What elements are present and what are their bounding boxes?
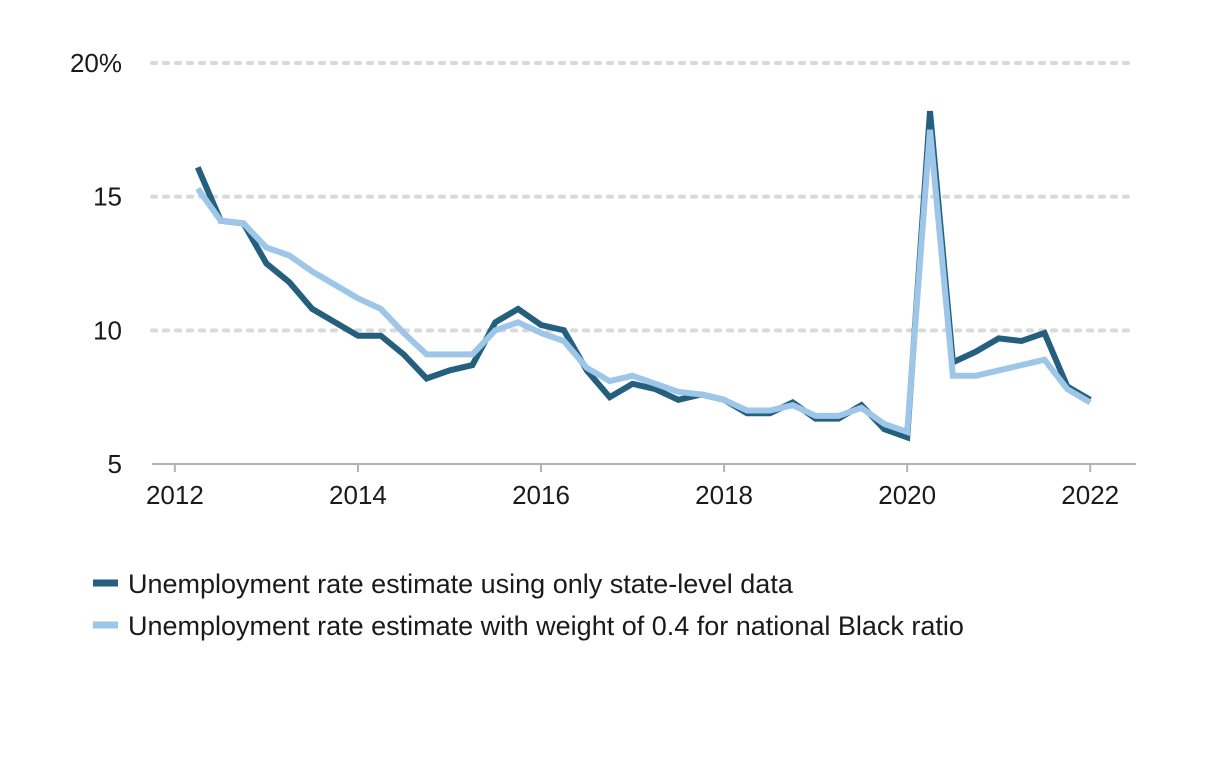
- y-tick-label-15: 15: [93, 182, 122, 212]
- gridlines: [150, 61, 1138, 333]
- legend-label-2: Unemployment rate estimate with weight o…: [128, 611, 964, 641]
- x-tick-label-2014: 2014: [329, 480, 387, 510]
- legend-label-1: Unemployment rate estimate using only st…: [128, 569, 794, 599]
- x-tick-label-2018: 2018: [695, 480, 753, 510]
- x-tick-label-2012: 2012: [146, 480, 204, 510]
- y-tick-label-5: 5: [108, 449, 122, 479]
- x-tick-label-2022: 2022: [1061, 480, 1119, 510]
- legend: Unemployment rate estimate using only st…: [93, 569, 964, 641]
- y-axis-tick-labels: 5 10 15 20%: [70, 48, 122, 479]
- y-tick-label-20: 20%: [70, 48, 122, 78]
- y-tick-label-10: 10: [93, 315, 122, 345]
- x-tick-label-2016: 2016: [512, 480, 570, 510]
- x-axis-tick-labels: 2012 2014 2016 2018 2020 2022: [146, 480, 1119, 510]
- series-line-2: [195, 129, 1092, 437]
- x-axis: [152, 463, 1136, 472]
- series-lines: [195, 110, 1092, 442]
- series-line-1: [195, 110, 1092, 442]
- x-tick-label-2020: 2020: [878, 480, 936, 510]
